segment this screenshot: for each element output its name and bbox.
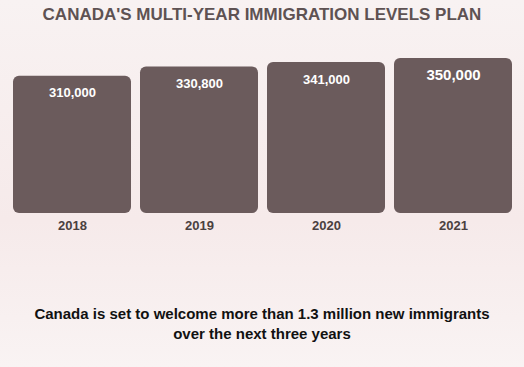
svg-text:330,800: 330,800 (176, 76, 223, 91)
html-text:Canada is set to welcome more: Canada is set to welcome more than 1.3 m… (34, 305, 490, 342)
svg-text:2019: 2019 (185, 218, 214, 233)
html-text:CANADA'S MULTI-YEAR IMMIGRATIO: CANADA'S MULTI-YEAR IMMIGRATION LEVELS P… (42, 5, 482, 24)
svg-text:2021: 2021 (439, 218, 468, 233)
svg-text:310,000: 310,000 (49, 85, 96, 100)
svg-text:350,000: 350,000 (426, 66, 480, 83)
svg-text:2018: 2018 (58, 218, 87, 233)
svg-text:341,000: 341,000 (303, 72, 350, 87)
svg-text:2020: 2020 (312, 218, 341, 233)
